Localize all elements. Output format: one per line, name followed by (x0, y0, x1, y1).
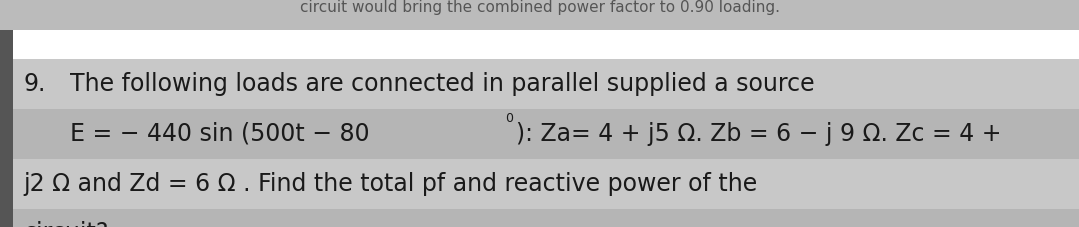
Text: E = − 440 sin (500t − 80: E = − 440 sin (500t − 80 (70, 122, 370, 146)
Text: The following loads are connected in parallel supplied a source: The following loads are connected in par… (70, 72, 815, 96)
FancyBboxPatch shape (0, 209, 1079, 227)
FancyBboxPatch shape (0, 59, 1079, 109)
FancyBboxPatch shape (0, 30, 13, 227)
FancyBboxPatch shape (0, 109, 1079, 159)
Text: 9.: 9. (24, 72, 46, 96)
FancyBboxPatch shape (0, 159, 1079, 209)
FancyBboxPatch shape (0, 0, 1079, 30)
Text: 0: 0 (505, 111, 513, 125)
Text: j2 Ω and Zd = 6 Ω . Find the total pf and reactive power of the: j2 Ω and Zd = 6 Ω . Find the total pf an… (24, 172, 757, 196)
Text: circuit?: circuit? (24, 221, 109, 227)
Text: circuit would bring the combined power factor to 0.90 loading.: circuit would bring the combined power f… (300, 0, 779, 15)
Text: ): Za= 4 + j5 Ω. Zb = 6 − j 9 Ω. Zc = 4 +: ): Za= 4 + j5 Ω. Zb = 6 − j 9 Ω. Zc = 4 … (516, 122, 1001, 146)
